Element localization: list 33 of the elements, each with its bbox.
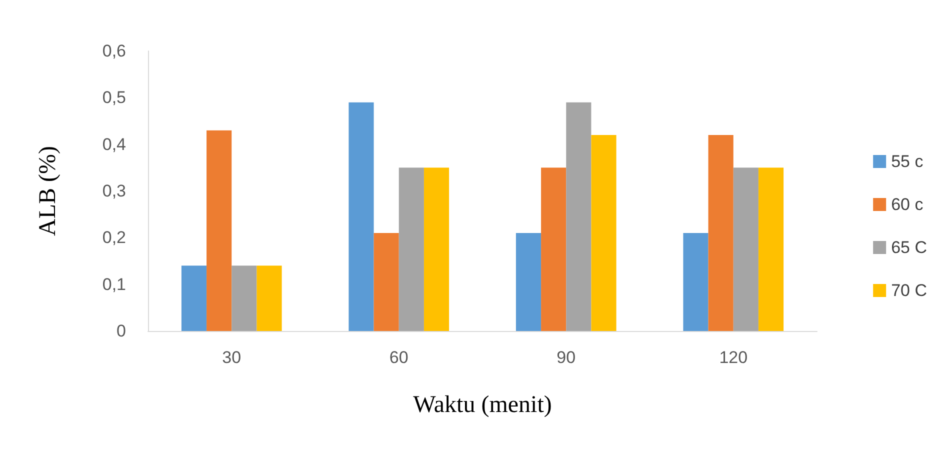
y-axis-title: ALB (%) xyxy=(35,146,61,236)
legend-label: 55 c xyxy=(891,152,924,171)
y-tick-label: 0 xyxy=(116,322,126,340)
bar xyxy=(758,168,784,331)
bar xyxy=(591,135,616,331)
bar xyxy=(566,102,592,331)
legend-label: 70 C xyxy=(891,281,928,300)
y-tick-label: 0,5 xyxy=(102,88,126,108)
x-axis-title: Waktu (menit) xyxy=(413,392,552,418)
legend-label: 60 c xyxy=(891,195,924,214)
bar xyxy=(683,233,708,331)
bar xyxy=(256,266,282,331)
x-tick-label: 60 xyxy=(389,348,408,367)
bar xyxy=(424,168,450,331)
bar xyxy=(541,168,566,331)
y-tick-label: 0,4 xyxy=(102,134,126,154)
bar xyxy=(181,266,207,331)
bar xyxy=(398,168,424,331)
bar xyxy=(516,233,542,331)
bar xyxy=(206,130,232,331)
x-tick-label: 90 xyxy=(556,348,576,367)
bar xyxy=(374,233,399,331)
legend-label: 65 C xyxy=(891,238,928,257)
y-tick-label: 0,2 xyxy=(102,228,126,248)
x-tick-label: 30 xyxy=(222,348,242,367)
bar xyxy=(733,168,758,331)
bar xyxy=(708,135,734,331)
bar xyxy=(348,102,374,331)
y-tick-label: 0,1 xyxy=(102,274,126,294)
y-tick-label: 0,3 xyxy=(102,182,126,200)
bar xyxy=(232,266,257,331)
y-tick-label: 0,6 xyxy=(102,42,126,60)
x-tick-label: 120 xyxy=(719,348,748,367)
